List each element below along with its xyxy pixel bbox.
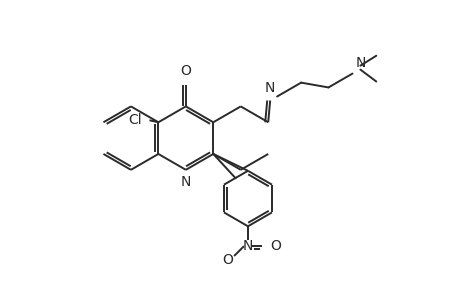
Text: N: N [264, 80, 275, 94]
Text: O: O [222, 253, 233, 267]
Text: O: O [180, 64, 191, 78]
Text: N: N [355, 56, 365, 70]
Text: N: N [242, 239, 252, 253]
Text: O: O [269, 239, 280, 253]
Text: N: N [180, 175, 190, 189]
Text: Cl: Cl [128, 113, 141, 127]
